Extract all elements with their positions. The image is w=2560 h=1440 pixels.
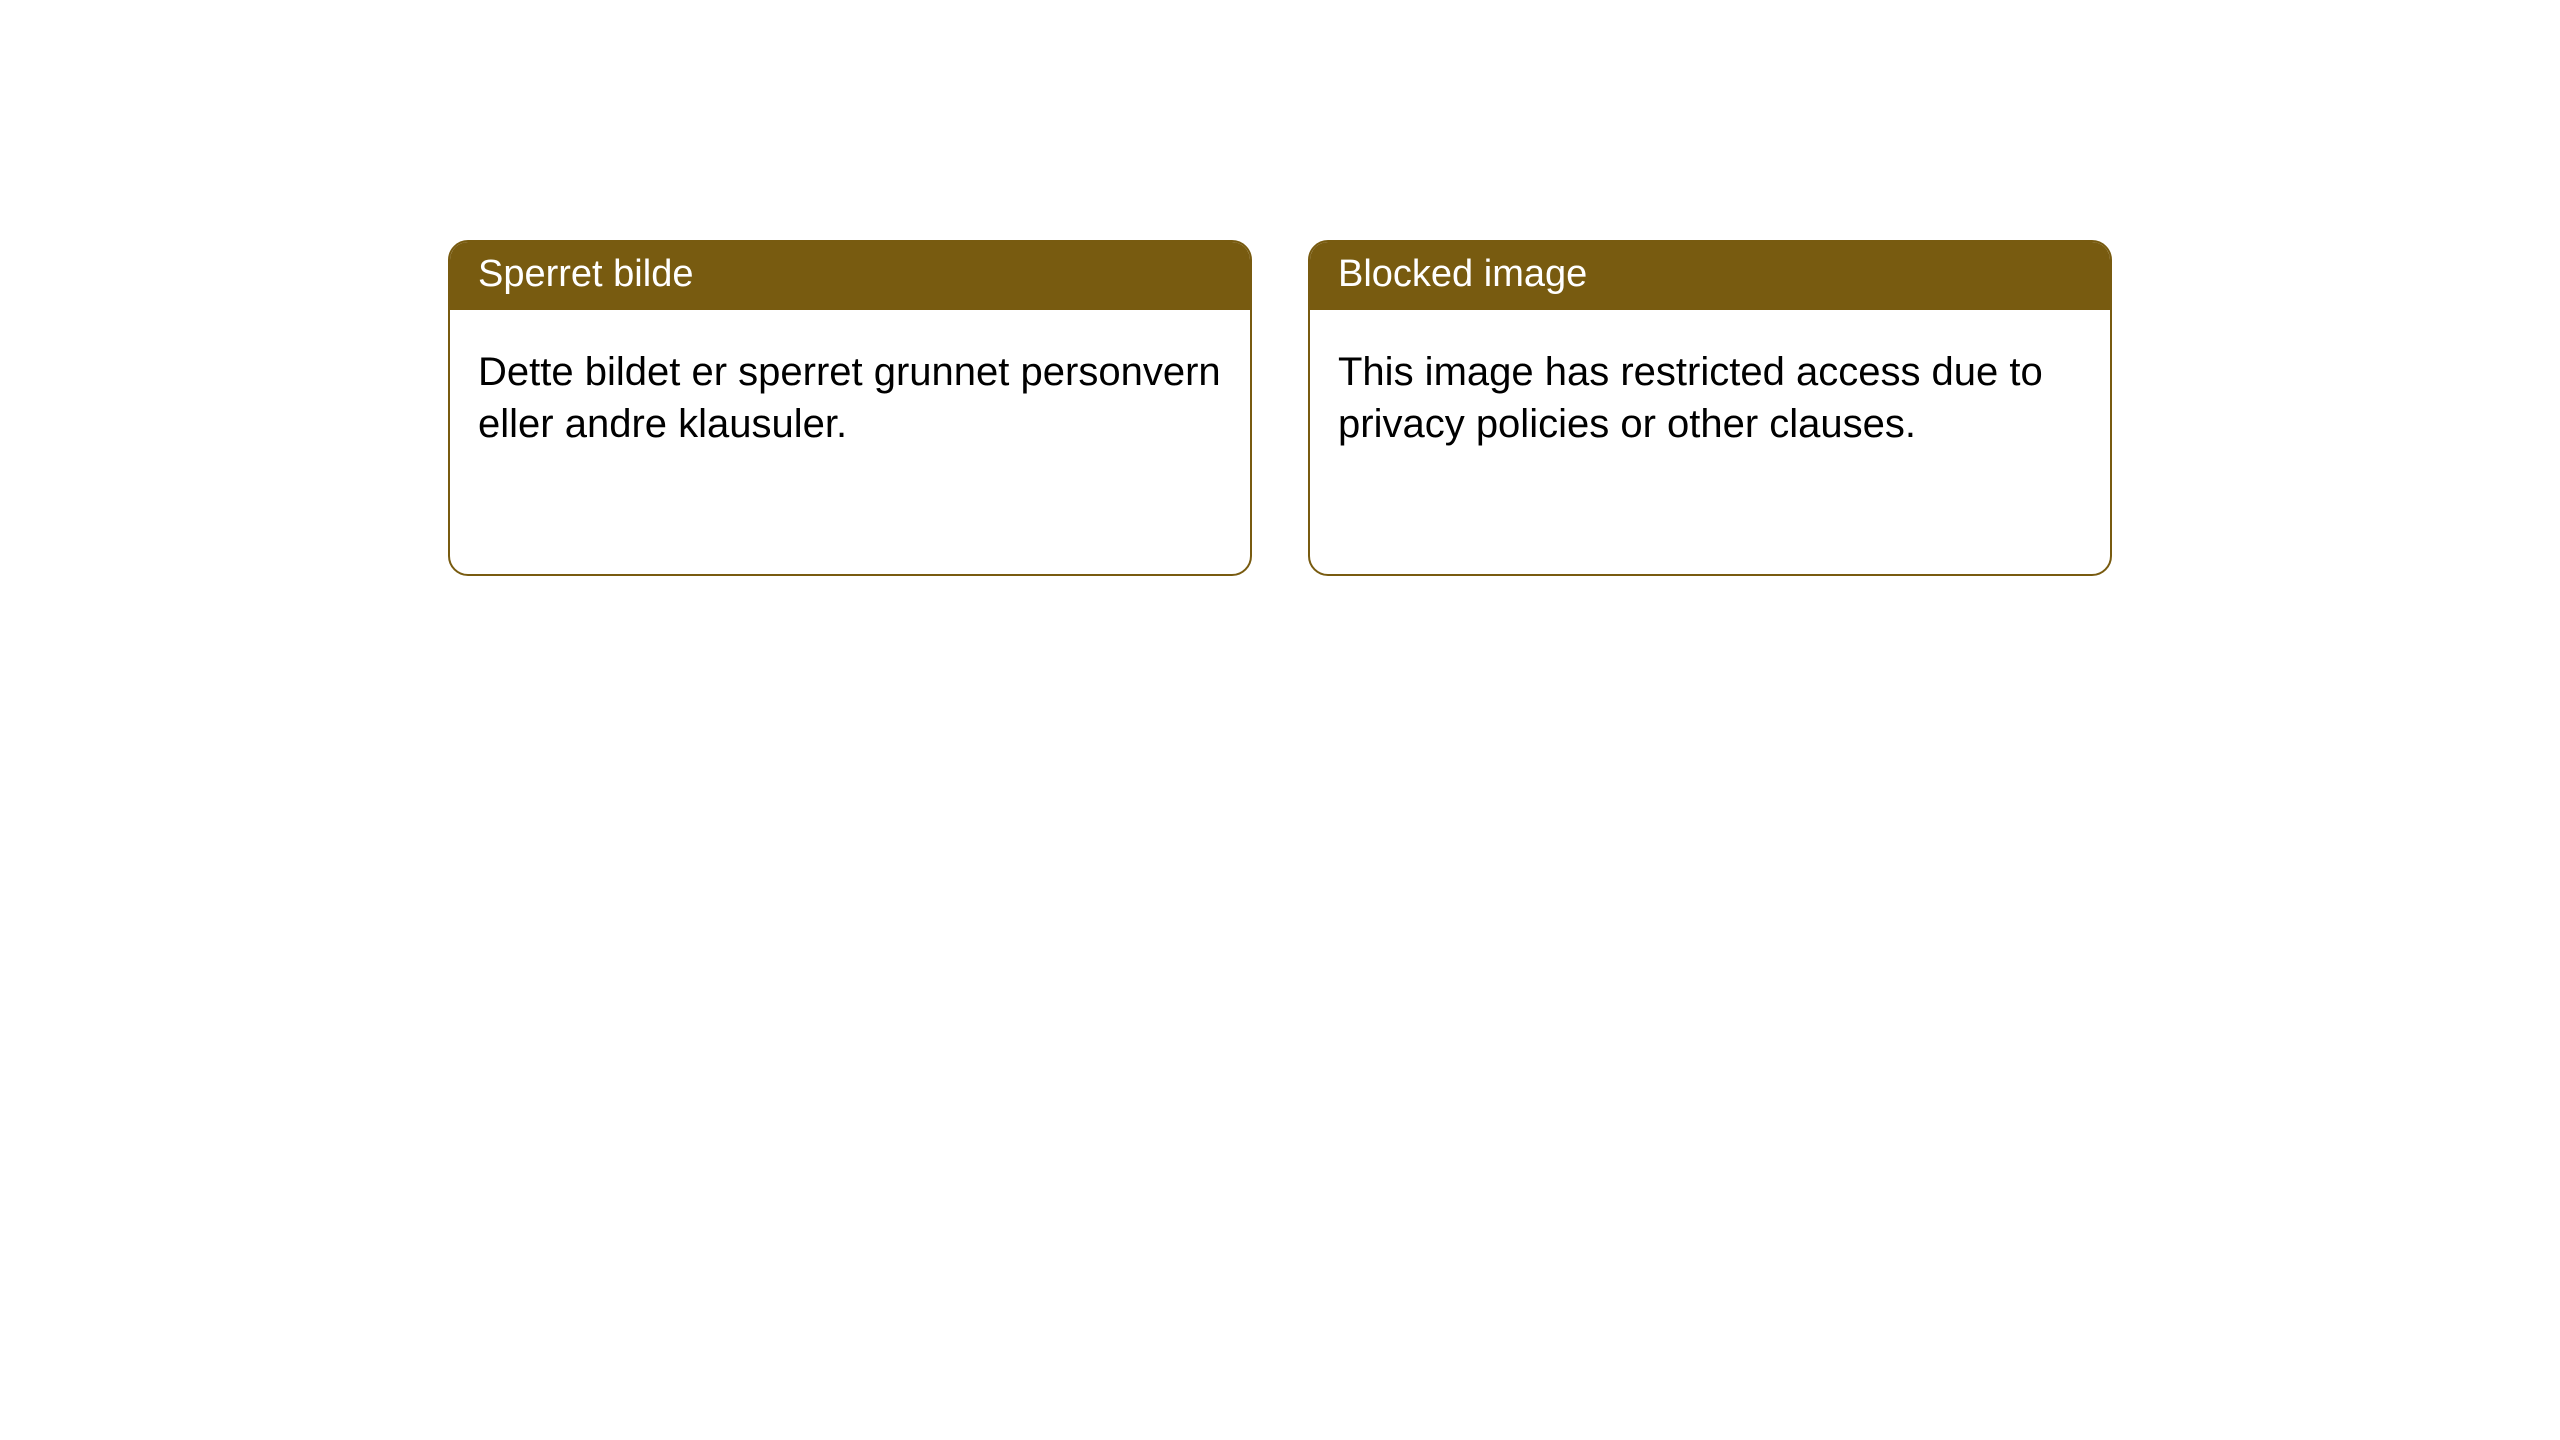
notice-title-norwegian: Sperret bilde	[450, 242, 1250, 310]
notice-title-english: Blocked image	[1310, 242, 2110, 310]
notice-body-norwegian: Dette bildet er sperret grunnet personve…	[450, 310, 1250, 478]
notice-body-english: This image has restricted access due to …	[1310, 310, 2110, 478]
notice-card-english: Blocked image This image has restricted …	[1308, 240, 2112, 576]
notice-card-norwegian: Sperret bilde Dette bildet er sperret gr…	[448, 240, 1252, 576]
notice-container: Sperret bilde Dette bildet er sperret gr…	[0, 0, 2560, 576]
